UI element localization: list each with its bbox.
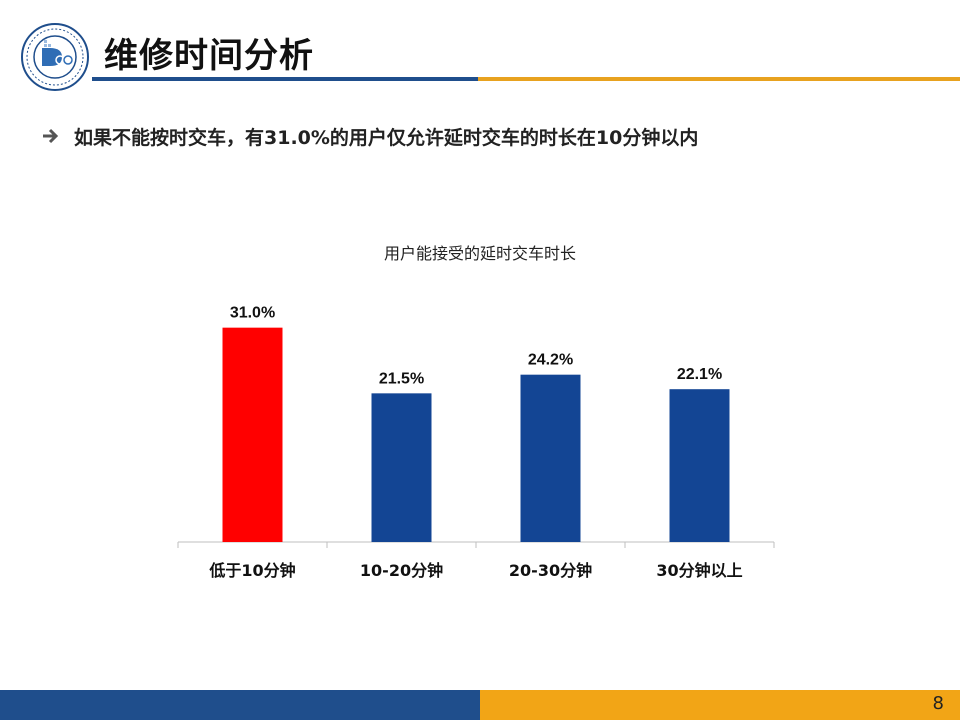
page-number: 8 [932,693,944,714]
category-label-1: 低于10分钟 [208,561,295,580]
category-label-2: 10-20分钟 [360,561,443,580]
data-label-1: 31.0% [230,305,275,322]
page-title: 维修时间分析 [104,36,314,76]
title-divider-orange [478,77,960,81]
arrow-right-icon [43,128,59,144]
bullet-point: 如果不能按时交车，有31.0%的用户仅允许延时交车的时长在10分钟以内 [40,122,698,150]
logo-icon [21,23,89,91]
bar-4 [669,389,730,542]
footer-bar-blue [0,690,480,720]
bullet-text: 如果不能按时交车，有31.0%的用户仅允许延时交车的时长在10分钟以内 [74,126,699,149]
bar-chart: 31.0% 低于10分钟 21.5% 10-20分钟 24.2% 20-30分钟 22.1%… [170,300,790,600]
title-divider-blue [92,77,478,81]
data-label-4: 22.1% [677,366,722,383]
data-label-2: 21.5% [379,370,424,387]
bar-3 [520,374,581,542]
footer-bar-orange [480,690,960,720]
category-label-4: 30分钟以上 [656,561,742,580]
chart-canvas: 31.0% 低于10分钟 21.5% 10-20分钟 24.2% 20-30分钟 22.1%… [177,305,775,580]
category-label-3: 20-30分钟 [509,561,592,580]
chart-title: 用户能接受的延时交车时长 [383,244,576,263]
data-label-3: 24.2% [528,352,573,369]
bar-1 [222,327,283,542]
bar-2 [371,393,432,542]
